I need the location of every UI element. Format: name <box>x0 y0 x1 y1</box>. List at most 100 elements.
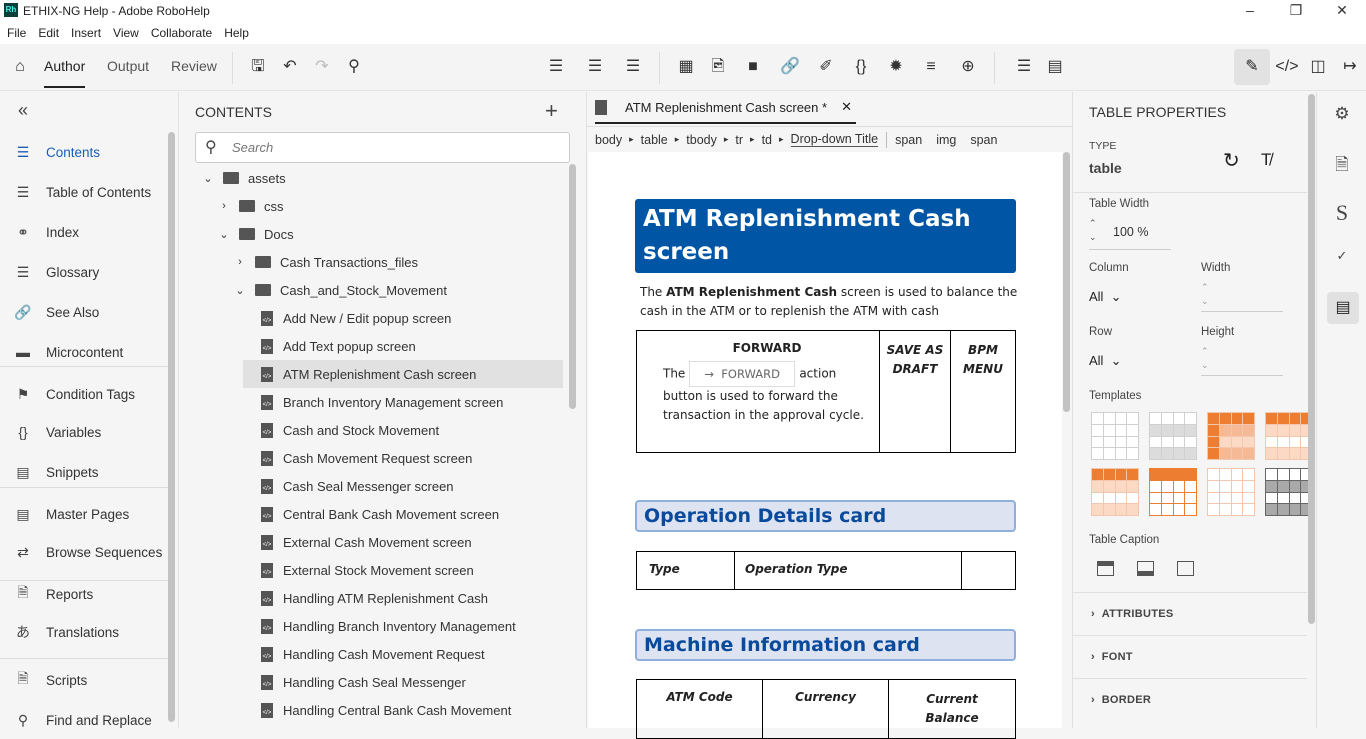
menu-view[interactable]: View <box>113 26 139 40</box>
sidebar-item-reports[interactable]: 🗎 Reports <box>0 579 168 609</box>
refresh-icon[interactable]: ↻ <box>1223 150 1240 172</box>
spellcheck-icon[interactable]: ✓ <box>1336 248 1348 263</box>
insert-table-icon[interactable]: ▦ <box>678 58 694 75</box>
chevron-down-icon[interactable]: ⌄ <box>219 228 229 241</box>
caption-none-icon[interactable] <box>1177 561 1194 576</box>
tab-author[interactable]: Author <box>44 58 86 88</box>
toggle-list-icon[interactable]: ☰ <box>1016 58 1032 75</box>
close-icon[interactable]: ✕ <box>1336 2 1348 18</box>
menu-collaborate[interactable]: Collaborate <box>150 26 213 40</box>
tree-item[interactable]: </> External Cash Movement screen <box>261 534 472 550</box>
document-icon[interactable]: ▤ <box>1047 58 1063 75</box>
styles-icon[interactable]: S <box>1335 200 1349 225</box>
breadcrumb-item[interactable]: img <box>936 132 957 147</box>
source-view-icon[interactable]: </> <box>1275 58 1299 75</box>
tree-item[interactable]: </> Handling Cash Seal Messenger <box>261 674 466 690</box>
breadcrumb-item[interactable]: span <box>895 132 923 147</box>
tree-item[interactable]: </> Central Bank Cash Movement screen <box>261 506 500 522</box>
table-template-6[interactable] <box>1149 468 1197 516</box>
row-select[interactable]: All ⌄ <box>1089 353 1122 368</box>
table-template-3[interactable] <box>1207 412 1255 460</box>
horizontal-line-icon[interactable]: ≡ <box>926 58 936 75</box>
tree-item[interactable]: </> External Stock Movement screen <box>261 562 474 578</box>
search-input[interactable]: ⚲ Search <box>195 132 570 163</box>
edit-mode-button[interactable]: ✎ <box>1234 49 1270 85</box>
left-nav-scrollbar[interactable] <box>168 132 175 722</box>
tree-item[interactable]: </> Add New / Edit popup screen <box>261 310 452 326</box>
special-char-icon[interactable]: ✹ <box>889 58 903 75</box>
breadcrumb-item[interactable]: Drop-down Title <box>790 132 879 147</box>
search-replace-icon[interactable]: ⚲ <box>348 58 360 75</box>
sidebar-item-find-and-replace[interactable]: ⚲ Find and Replace <box>0 705 168 735</box>
table-properties-icon[interactable]: ▤ <box>1327 292 1359 324</box>
restore-icon[interactable]: ❐ <box>1289 2 1303 18</box>
sidebar-item-table-of-contents[interactable]: ☰ Table of Contents <box>0 177 168 207</box>
menu-edit[interactable]: Edit <box>38 26 60 40</box>
tree-item[interactable]: › css <box>215 192 539 220</box>
sidebar-item-master-pages[interactable]: ▤ Master Pages <box>0 499 168 529</box>
table-template-7[interactable] <box>1207 468 1255 516</box>
tree-item[interactable]: </> Handling ATM Replenishment Cash <box>261 590 488 606</box>
document-tab[interactable]: ATM Replenishment Cash screen * ✕ <box>595 92 856 124</box>
breadcrumb-item[interactable]: td <box>761 132 773 147</box>
variables-icon[interactable]: {} <box>855 58 867 75</box>
chevron-right-icon[interactable]: › <box>222 200 226 212</box>
sidebar-item-snippets[interactable]: ▤ Snippets <box>0 457 168 487</box>
menu-help[interactable]: Help <box>224 26 249 40</box>
properties-scrollbar[interactable] <box>1308 94 1315 624</box>
home-icon[interactable]: ⌂ <box>15 58 25 75</box>
chevron-right-icon[interactable]: › <box>238 256 242 268</box>
breadcrumb-item[interactable]: tbody <box>686 132 717 147</box>
table-width-stepper[interactable]: ⌃ ⌄ 100 % <box>1089 216 1171 250</box>
breadcrumb-item[interactable]: span <box>970 132 998 147</box>
sidebar-item-translations[interactable]: あ Translations <box>0 617 168 647</box>
tree-item[interactable]: › Cash Transactions_files <box>231 248 539 276</box>
tree-item[interactable]: ⌄ Cash_and_Stock_Movement <box>231 276 539 304</box>
tree-item[interactable]: </> Handling Central Bank Cash Movement <box>261 702 512 718</box>
collapse-icon[interactable]: « <box>18 100 29 120</box>
tab-output[interactable]: Output <box>107 58 150 74</box>
redo-icon[interactable]: ↷ <box>315 58 329 75</box>
sidebar-item-index[interactable]: ⚭ Index <box>0 217 168 247</box>
table-template-1[interactable] <box>1091 412 1139 460</box>
chevron-down-icon[interactable]: ⌄ <box>235 284 245 297</box>
save-icon[interactable]: 🖫 <box>251 58 265 75</box>
undo-icon[interactable]: ↶ <box>283 58 297 75</box>
sidebar-item-browse-sequences[interactable]: ⇄ Browse Sequences <box>0 537 168 567</box>
sidebar-item-scripts[interactable]: 🗎 Scripts <box>0 665 168 695</box>
menu-insert[interactable]: Insert <box>71 26 102 40</box>
minimize-icon[interactable]: – <box>1246 2 1254 18</box>
tree-item[interactable]: ⌄ Docs <box>215 220 539 248</box>
topic-properties-icon[interactable]: 🗎 <box>1335 155 1349 174</box>
sidebar-item-see-also[interactable]: 🔗 See Also <box>0 297 168 327</box>
row-height-stepper[interactable]: ⌃ ⌄ <box>1201 344 1283 376</box>
clear-format-icon[interactable]: T̸ <box>1261 150 1272 169</box>
sidebar-item-microcontent[interactable]: ▬ Microcontent <box>0 337 168 367</box>
caption-top-icon[interactable] <box>1097 561 1114 576</box>
column-select[interactable]: All ⌄ <box>1089 289 1122 304</box>
add-icon[interactable]: + <box>545 98 558 123</box>
export-icon[interactable]: ↦ <box>1343 58 1357 75</box>
tree-item[interactable]: </> Cash Seal Messenger screen <box>261 478 454 494</box>
add-icon[interactable]: ⊕ <box>961 58 975 75</box>
sidebar-item-condition-tags[interactable]: ⚑ Condition Tags <box>0 379 168 409</box>
tree-item[interactable]: </> Add Text popup screen <box>261 338 416 354</box>
table-template-5[interactable] <box>1091 468 1139 516</box>
border-section[interactable]: › BORDER <box>1091 694 1152 706</box>
tree-item[interactable]: </> Handling Branch Inventory Management <box>261 618 516 634</box>
table-template-8[interactable] <box>1265 468 1313 516</box>
tree-item[interactable]: </> Branch Inventory Management screen <box>261 394 504 410</box>
breadcrumb-item[interactable]: body <box>595 132 623 147</box>
hyperlink-icon[interactable]: 🔗 <box>780 58 800 75</box>
menu-file[interactable]: File <box>7 26 27 40</box>
preview-icon[interactable]: ◫ <box>1310 58 1326 75</box>
image-icon[interactable]: 🖻 <box>711 58 725 75</box>
font-section[interactable]: › FONT <box>1091 651 1133 663</box>
attributes-section[interactable]: › ATTRIBUTES <box>1091 608 1174 620</box>
style-brush-icon[interactable]: ✐ <box>819 58 833 75</box>
tree-item[interactable]: </> ATM Replenishment Cash screen <box>243 360 563 388</box>
multilevel-list-icon[interactable]: ☰ <box>625 58 641 75</box>
chevron-down-icon[interactable]: ⌄ <box>203 172 213 185</box>
sidebar-item-glossary[interactable]: ☰ Glossary <box>0 257 168 287</box>
table-template-4[interactable] <box>1265 412 1313 460</box>
